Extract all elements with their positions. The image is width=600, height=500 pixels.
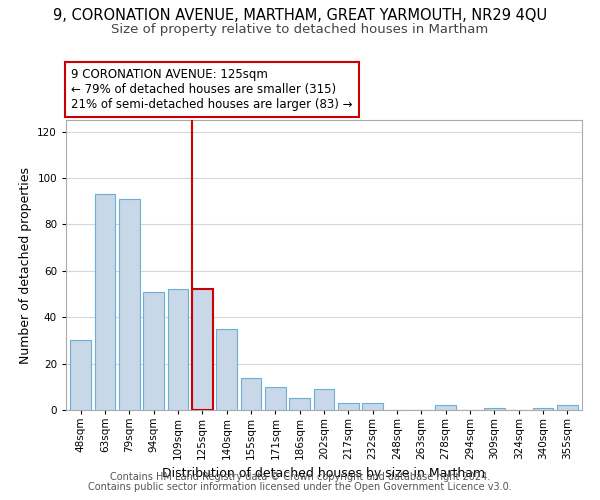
Bar xyxy=(289,398,310,410)
Text: 9, CORONATION AVENUE, MARTHAM, GREAT YARMOUTH, NR29 4QU: 9, CORONATION AVENUE, MARTHAM, GREAT YAR… xyxy=(53,8,547,22)
Text: 9 CORONATION AVENUE: 125sqm
← 79% of detached houses are smaller (315)
21% of se: 9 CORONATION AVENUE: 125sqm ← 79% of det… xyxy=(71,68,353,111)
Bar xyxy=(484,408,505,410)
Bar xyxy=(265,387,286,410)
Bar xyxy=(95,194,115,410)
Bar xyxy=(241,378,262,410)
Y-axis label: Number of detached properties: Number of detached properties xyxy=(19,166,32,364)
Bar xyxy=(314,389,334,410)
Bar xyxy=(216,329,237,410)
Bar xyxy=(557,406,578,410)
Bar xyxy=(143,292,164,410)
Bar xyxy=(533,408,553,410)
Bar xyxy=(192,290,212,410)
Text: Contains HM Land Registry data © Crown copyright and database right 2024.: Contains HM Land Registry data © Crown c… xyxy=(110,472,490,482)
Bar xyxy=(167,290,188,410)
Bar xyxy=(119,199,140,410)
X-axis label: Distribution of detached houses by size in Martham: Distribution of detached houses by size … xyxy=(163,468,485,480)
Bar xyxy=(70,340,91,410)
Bar xyxy=(338,403,359,410)
Bar xyxy=(362,403,383,410)
Bar xyxy=(436,406,456,410)
Text: Contains public sector information licensed under the Open Government Licence v3: Contains public sector information licen… xyxy=(88,482,512,492)
Text: Size of property relative to detached houses in Martham: Size of property relative to detached ho… xyxy=(112,22,488,36)
